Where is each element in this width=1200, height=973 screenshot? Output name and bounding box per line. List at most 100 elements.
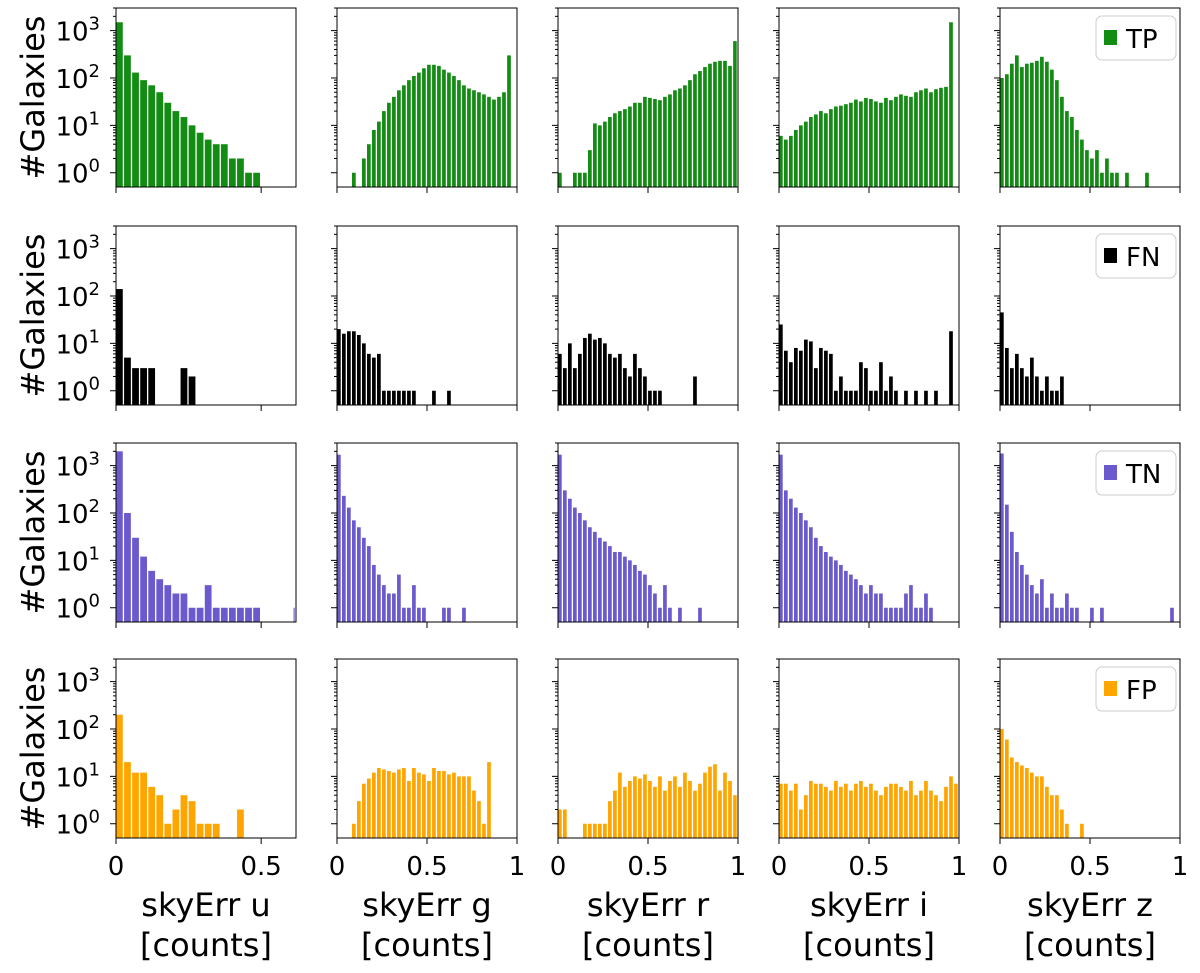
bar-tp-i-21 — [884, 97, 888, 187]
bar-fn-r-1 — [563, 368, 567, 405]
x-tick-label: 0 — [329, 852, 346, 882]
bar-tp-z-13 — [1065, 111, 1069, 187]
bar-fn-r-2 — [568, 343, 572, 405]
bar-tn-u-16 — [245, 607, 252, 622]
bar-fp-i-11 — [834, 780, 838, 838]
bar-fp-g-21 — [442, 770, 446, 838]
bar-fp-g-18 — [427, 780, 431, 838]
bar-tn-g-22 — [447, 607, 451, 622]
bar-tn-z-20 — [1100, 607, 1104, 622]
bar-tp-r-19 — [653, 99, 657, 187]
bar-tp-r-33 — [723, 60, 727, 188]
bar-fn-r-27 — [693, 376, 697, 405]
bar-fn-i-5 — [804, 339, 808, 405]
bar-tn-g-3 — [352, 520, 356, 622]
panel-tp-u — [110, 7, 297, 193]
bar-tp-g-22 — [447, 72, 451, 187]
y-tick-label: 101 — [55, 108, 100, 142]
bar-tp-r-22 — [668, 94, 672, 187]
bar-fp-z-12 — [1060, 809, 1064, 838]
bar-tn-i-21 — [884, 607, 888, 622]
bar-fp-r-14 — [628, 780, 632, 838]
y-tick-label: 103 — [55, 232, 100, 266]
bar-tn-r-6 — [588, 527, 592, 622]
bar-tp-g-27 — [472, 90, 476, 187]
bar-fp-i-34 — [949, 776, 953, 838]
bar-fn-g-14 — [407, 390, 411, 405]
bar-fp-g-22 — [447, 774, 451, 838]
bar-tn-r-4 — [578, 512, 582, 622]
bar-tp-u-1 — [124, 55, 131, 187]
y-tick-label: 102 — [55, 496, 100, 530]
bar-fn-z-7 — [1035, 376, 1039, 405]
bar-tp-i-6 — [809, 117, 813, 187]
bar-fn-z-2 — [1010, 368, 1014, 405]
bar-tp-u-11 — [204, 139, 212, 187]
bar-tp-i-10 — [829, 109, 833, 187]
legend-swatch — [1104, 465, 1117, 480]
bar-fn-r-15 — [633, 353, 637, 405]
bar-tp-z-23 — [1115, 172, 1119, 187]
bar-tn-r-20 — [658, 607, 662, 622]
bar-fn-r-9 — [603, 343, 607, 405]
bar-tn-r-3 — [573, 507, 577, 622]
bar-tn-u-8 — [180, 593, 188, 622]
bar-tn-g-21 — [442, 607, 446, 622]
bar-fp-r-11 — [613, 790, 617, 838]
bar-tp-g-20 — [437, 65, 441, 187]
bar-fp-i-2 — [789, 790, 793, 838]
bar-fn-r-18 — [648, 390, 652, 405]
bar-fn-i-20 — [879, 362, 883, 405]
bar-tn-i-26 — [909, 585, 913, 622]
bar-tp-u-6 — [164, 102, 172, 187]
bar-fn-r-3 — [573, 368, 577, 405]
bar-tp-i-17 — [864, 97, 868, 187]
bar-fp-r-0 — [558, 809, 562, 838]
bar-fn-i-34 — [949, 331, 953, 405]
bar-fn-i-3 — [794, 347, 798, 405]
bar-fn-i-14 — [849, 390, 853, 405]
bar-tp-z-17 — [1085, 150, 1089, 187]
legend-box — [1095, 15, 1177, 61]
bar-fp-i-10 — [829, 790, 833, 838]
bar-tn-u-2 — [132, 537, 139, 622]
bar-tn-r-11 — [613, 552, 617, 622]
bar-fn-i-4 — [799, 350, 803, 405]
panel-fn-z: FN — [994, 225, 1181, 411]
bar-tn-r-28 — [698, 607, 702, 622]
bar-fn-g-13 — [402, 390, 406, 405]
bar-fp-r-19 — [653, 786, 657, 838]
bar-tp-g-32 — [497, 96, 501, 187]
bar-fp-i-27 — [914, 795, 918, 838]
bar-tp-i-13 — [844, 104, 848, 187]
bar-tp-r-30 — [708, 63, 712, 187]
bar-fp-u-0 — [116, 714, 123, 838]
bar-fn-u-3 — [140, 368, 147, 405]
y-tick-label: 100 — [55, 374, 100, 408]
bar-fp-i-3 — [794, 783, 798, 838]
bar-fp-i-28 — [919, 790, 923, 838]
bar-fn-i-21 — [884, 390, 888, 405]
bar-fn-i-25 — [904, 390, 908, 405]
bar-tp-g-28 — [477, 92, 481, 187]
bar-tn-z-10 — [1050, 593, 1054, 622]
bar-tn-r-18 — [648, 585, 652, 622]
bar-tp-u-2 — [132, 72, 139, 187]
bar-fp-g-26 — [467, 776, 471, 838]
x-tick-label: 0.5 — [1069, 852, 1110, 882]
bar-tp-z-2 — [1010, 63, 1014, 187]
bar-tn-u-11 — [204, 585, 212, 622]
bar-tp-i-15 — [854, 99, 858, 187]
bar-tp-g-19 — [432, 64, 436, 187]
x-tick-label: 0 — [108, 852, 125, 882]
bar-tp-g-8 — [377, 121, 381, 187]
bar-fp-r-8 — [598, 823, 602, 838]
panel-tn-i — [773, 442, 960, 628]
bar-tn-u-1 — [124, 512, 131, 622]
bar-tn-i-11 — [834, 560, 838, 622]
bar-fp-g-16 — [417, 772, 421, 838]
bar-fn-i-27 — [914, 390, 918, 405]
bar-tn-r-10 — [608, 546, 612, 622]
bar-tp-u-5 — [156, 92, 164, 187]
